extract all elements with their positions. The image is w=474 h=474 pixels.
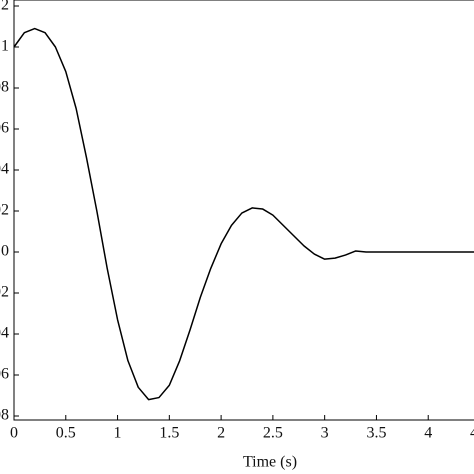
y-tick-label: 0.04 [0,161,9,178]
x-tick-label: 3.5 [366,425,386,442]
x-tick-label: 2 [217,425,225,442]
y-tick-label: 0.12 [0,0,9,14]
x-tick-label: 0.5 [56,425,76,442]
y-tick-label: -0.04 [0,325,9,342]
x-axis-label: Time (s) [243,454,297,471]
y-tick-label: -0.06 [0,366,9,383]
y-tick-label: 0.08 [0,79,9,96]
y-tick-label: 0 [1,243,9,260]
x-tick-label: 4.5 [470,425,474,442]
plot-frame [13,0,474,421]
line-series [13,27,474,401]
y-tick-label: -0.08 [0,407,9,424]
x-tick-label: 4 [424,425,432,442]
y-tick-label: 0.02 [0,202,9,219]
x-tick-label: 2.5 [263,425,283,442]
x-tick-label: 1.5 [159,425,179,442]
y-tick-label: -0.02 [0,284,9,301]
y-tick-label: 0.1 [0,38,9,55]
x-tick-label: 3 [321,425,329,442]
y-tick-label: 0.06 [0,120,9,137]
x-tick-label: 0 [10,425,18,442]
x-tick-label: 1 [114,425,122,442]
